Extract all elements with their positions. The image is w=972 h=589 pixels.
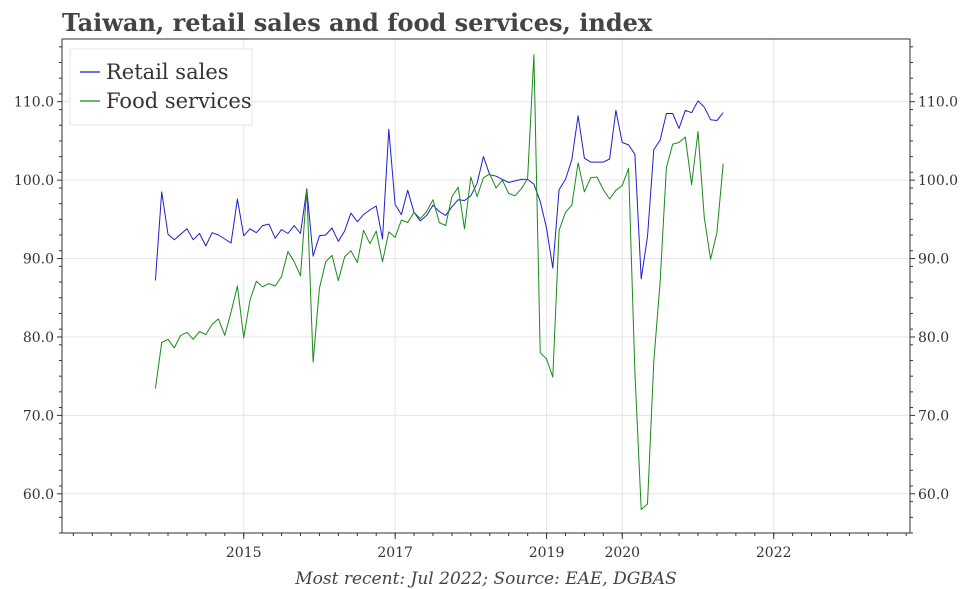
x-tick-label: 2015 — [226, 545, 262, 561]
x-tick-label: 2017 — [377, 545, 413, 561]
x-tick-label: 2022 — [756, 545, 792, 561]
chart-title: Taiwan, retail sales and food services, … — [62, 8, 653, 37]
y-axis-left: 60.0 70.0 80.0 90.0 100.0 110.0 — [14, 46, 62, 534]
x-tick-label: 2020 — [604, 545, 640, 561]
y-tick-label-right: 80.0 — [918, 330, 949, 346]
legend-box — [69, 48, 253, 126]
plot-frame — [61, 38, 911, 534]
series-layer — [154, 54, 724, 510]
y-tick-label-left: 60.0 — [23, 487, 54, 503]
y-tick-label-left: 80.0 — [23, 330, 54, 346]
legend-label: Retail sales — [106, 60, 229, 84]
y-tick-label-right: 110.0 — [918, 95, 958, 111]
y-tick-label-left: 90.0 — [23, 252, 54, 268]
y-tick-label-right: 60.0 — [918, 487, 949, 503]
y-axis-right: 60.0 70.0 80.0 90.0 100.0 110.0 — [910, 46, 958, 534]
y-tick-label-left: 100.0 — [14, 173, 54, 189]
x-tick-label: 2019 — [529, 545, 565, 561]
legend-label: Food services — [106, 89, 252, 113]
y-tick-label-right: 90.0 — [918, 252, 949, 268]
y-tick-label-right: 70.0 — [918, 408, 949, 424]
y-tick-label-left: 70.0 — [23, 408, 54, 424]
legend: Retail sales Food services — [69, 48, 253, 126]
y-tick-label-right: 100.0 — [918, 173, 958, 189]
y-tick-label-left: 110.0 — [14, 95, 54, 111]
x-axis: 2015 2017 2019 2020 2022 — [72, 533, 907, 561]
series-line-food-services — [154, 54, 724, 510]
chart-footer: Most recent: Jul 2022; Source: EAE, DGBA… — [294, 569, 676, 589]
series-line-retail-sales — [154, 100, 724, 281]
